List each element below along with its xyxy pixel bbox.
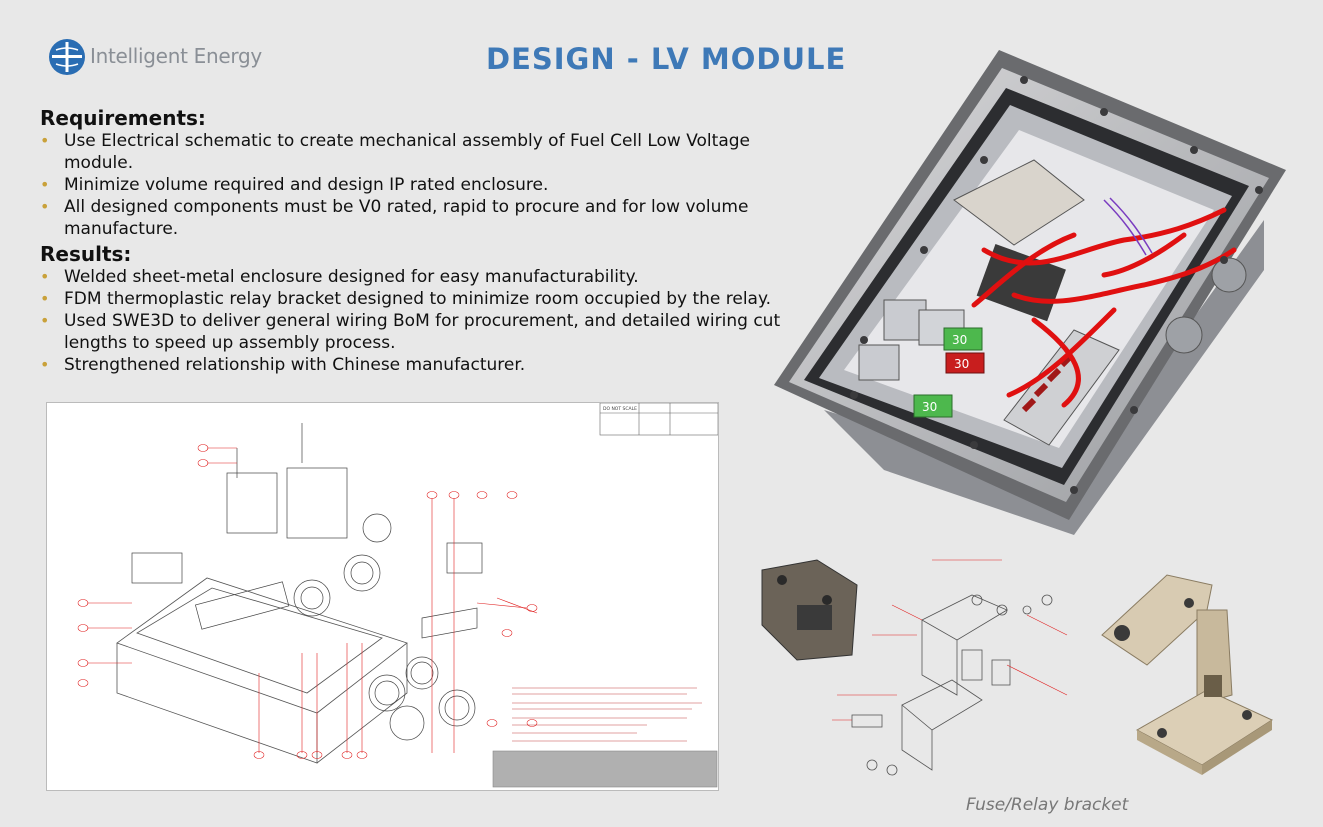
enclosure-render-image: 30 30 30 — [774, 50, 1286, 535]
results-section: Results: Welded sheet-metal enclosure de… — [40, 242, 800, 376]
brand-name: Intelligent Energy — [90, 44, 262, 68]
exploded-view-drawing: DO NOT SCALE — [77, 402, 719, 788]
fuse — [943, 327, 983, 351]
page-title: DESIGN - LV MODULE — [486, 42, 847, 76]
results-list: Welded sheet-metal enclosure designed fo… — [40, 266, 800, 376]
list-item: Use Electrical schematic to create mecha… — [40, 130, 800, 174]
bracket-render-image — [761, 559, 1274, 776]
list-item: All designed components must be V0 rated… — [40, 196, 754, 240]
fuse-label: 30 — [952, 333, 967, 347]
requirements-list: Use Electrical schematic to create mecha… — [40, 130, 800, 240]
do-not-scale-stamp: DO NOT SCALE — [603, 406, 637, 412]
list-item: Minimize volume required and design IP r… — [40, 174, 800, 196]
bracket-caption: Fuse/Relay bracket — [966, 795, 1129, 815]
requirements-section: Requirements: Use Electrical schematic t… — [40, 106, 800, 240]
requirements-heading: Requirements: — [40, 106, 206, 130]
list-item: Welded sheet-metal enclosure designed fo… — [40, 266, 800, 288]
globe-logo-icon — [49, 39, 85, 75]
list-item: FDM thermoplastic relay bracket designed… — [40, 288, 800, 310]
fuse-label: 30 — [954, 357, 969, 371]
results-heading: Results: — [40, 242, 132, 266]
lv-module-3d-render: 30 30 30 — [774, 50, 1286, 540]
fuse-relay-bracket-renders — [757, 555, 1317, 790]
fuse-label: 30 — [922, 400, 937, 414]
list-item: Strengthened relationship with Chinese m… — [40, 354, 800, 376]
company-logo: Intelligent Energy — [48, 38, 288, 78]
list-item: Used SWE3D to deliver general wiring BoM… — [40, 310, 784, 354]
assembly-drawing: DO NOT SCALE — [46, 402, 719, 791]
